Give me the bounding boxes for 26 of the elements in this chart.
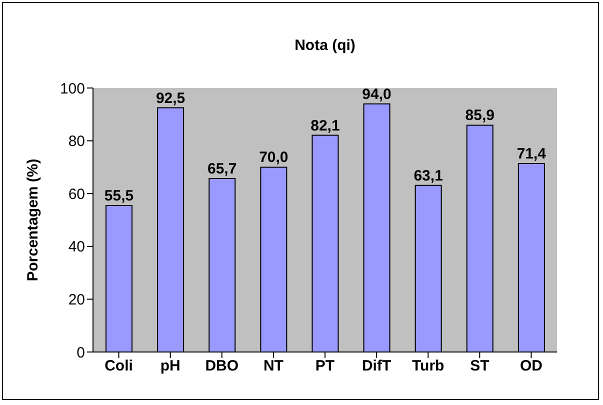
data-label: 55,5 xyxy=(104,187,134,204)
y-tick-label: 80 xyxy=(68,133,85,150)
x-tick-label: DBO xyxy=(205,358,239,375)
y-tick-label: 60 xyxy=(68,186,85,203)
data-label: 85,9 xyxy=(465,107,494,124)
x-tick-label: DifT xyxy=(362,358,392,375)
chart-title: Nota (qi) xyxy=(294,37,356,54)
x-tick-label: PT xyxy=(315,358,335,375)
x-tick-label: NT xyxy=(263,358,284,375)
data-label: 92,5 xyxy=(156,90,186,107)
y-tick-label: 40 xyxy=(68,238,85,256)
x-tick-label: pH xyxy=(160,358,180,375)
y-tick-label: 0 xyxy=(76,344,85,362)
data-label: 82,1 xyxy=(310,117,340,134)
data-label: 71,4 xyxy=(516,146,547,163)
x-tick-label: OD xyxy=(520,358,543,375)
y-tick-label: 100 xyxy=(60,80,85,98)
x-tick-label: ST xyxy=(470,358,490,375)
data-label: 63,1 xyxy=(414,167,443,184)
data-label: 70,0 xyxy=(259,149,288,166)
data-label: 94,0 xyxy=(362,86,392,103)
y-axis-title: Porcentagem (%) xyxy=(24,158,42,282)
x-tick-label: Coli xyxy=(104,358,133,375)
data-label: 65,7 xyxy=(208,160,237,178)
x-tick-label: Turb xyxy=(412,358,444,375)
y-tick-label: 20 xyxy=(68,292,85,309)
